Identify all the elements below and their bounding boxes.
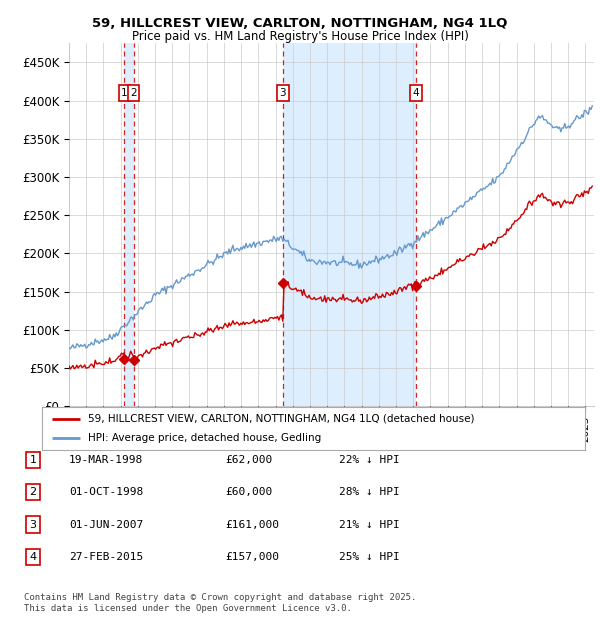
Text: 01-JUN-2007: 01-JUN-2007 xyxy=(69,520,143,529)
Text: £60,000: £60,000 xyxy=(225,487,272,497)
Text: 2: 2 xyxy=(29,487,37,497)
Text: 27-FEB-2015: 27-FEB-2015 xyxy=(69,552,143,562)
Text: 1: 1 xyxy=(121,88,128,98)
Text: Price paid vs. HM Land Registry's House Price Index (HPI): Price paid vs. HM Land Registry's House … xyxy=(131,30,469,43)
Text: 59, HILLCREST VIEW, CARLTON, NOTTINGHAM, NG4 1LQ (detached house): 59, HILLCREST VIEW, CARLTON, NOTTINGHAM,… xyxy=(88,414,475,423)
Text: 59, HILLCREST VIEW, CARLTON, NOTTINGHAM, NG4 1LQ: 59, HILLCREST VIEW, CARLTON, NOTTINGHAM,… xyxy=(92,17,508,30)
Text: 25% ↓ HPI: 25% ↓ HPI xyxy=(339,552,400,562)
Text: 2: 2 xyxy=(130,88,137,98)
Text: Contains HM Land Registry data © Crown copyright and database right 2025.
This d: Contains HM Land Registry data © Crown c… xyxy=(24,593,416,613)
Text: £157,000: £157,000 xyxy=(225,552,279,562)
Text: £161,000: £161,000 xyxy=(225,520,279,529)
Text: 3: 3 xyxy=(280,88,286,98)
Text: 19-MAR-1998: 19-MAR-1998 xyxy=(69,455,143,465)
Text: 28% ↓ HPI: 28% ↓ HPI xyxy=(339,487,400,497)
Text: 4: 4 xyxy=(29,552,37,562)
Bar xyxy=(283,43,416,406)
Text: 22% ↓ HPI: 22% ↓ HPI xyxy=(339,455,400,465)
Text: 01-OCT-1998: 01-OCT-1998 xyxy=(69,487,143,497)
Text: 4: 4 xyxy=(413,88,419,98)
Text: 21% ↓ HPI: 21% ↓ HPI xyxy=(339,520,400,529)
Text: 1: 1 xyxy=(29,455,37,465)
Text: 3: 3 xyxy=(29,520,37,529)
Bar xyxy=(124,43,134,406)
Text: HPI: Average price, detached house, Gedling: HPI: Average price, detached house, Gedl… xyxy=(88,433,322,443)
Text: £62,000: £62,000 xyxy=(225,455,272,465)
